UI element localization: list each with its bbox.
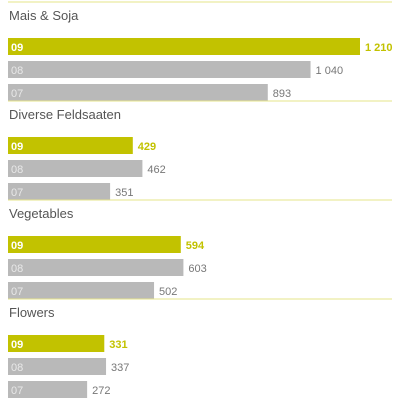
- bar-year-label: 08: [11, 263, 23, 275]
- bar-year-label: 07: [11, 88, 23, 100]
- group-title: Vegetables: [9, 206, 74, 221]
- bar-value-label: 893: [273, 88, 291, 100]
- bar-value-label: 1 040: [316, 65, 344, 77]
- bar-year-label: 07: [11, 286, 23, 298]
- bar-value-label: 462: [147, 164, 165, 176]
- group-title: Mais & Soja: [9, 8, 79, 23]
- bar-year-label: 08: [11, 164, 23, 176]
- bar: [8, 259, 184, 276]
- group-title: Flowers: [9, 305, 55, 320]
- bar-value-label: 337: [111, 362, 129, 374]
- bar: [8, 335, 105, 352]
- bar-year-label: 08: [11, 65, 23, 77]
- bar: [8, 183, 111, 200]
- bar-year-label: 09: [11, 240, 23, 252]
- bar-value-label: 502: [159, 286, 177, 298]
- bar-year-label: 09: [11, 339, 23, 351]
- bar-value-label: 603: [188, 263, 206, 275]
- bar: [8, 84, 268, 101]
- group-title: Diverse Feldsaaten: [9, 107, 121, 122]
- bar-year-label: 09: [11, 42, 23, 54]
- bar: [8, 236, 181, 253]
- bar: [8, 282, 155, 299]
- bar: [8, 61, 311, 78]
- bar-year-label: 08: [11, 362, 23, 374]
- bar-year-label: 07: [11, 385, 23, 397]
- bar-value-label: 429: [138, 141, 156, 153]
- bar: [8, 160, 143, 177]
- bar-value-label: 351: [115, 187, 133, 199]
- bar: [8, 38, 360, 55]
- bar-value-label: 331: [109, 339, 127, 351]
- bar: [8, 358, 107, 375]
- bar-value-label: 272: [92, 385, 110, 397]
- bar-year-label: 07: [11, 187, 23, 199]
- bar: [8, 381, 88, 398]
- bar-value-label: 594: [186, 240, 205, 252]
- bar-value-label: 1 210: [365, 42, 393, 54]
- bar-year-label: 09: [11, 141, 23, 153]
- bar: [8, 137, 133, 154]
